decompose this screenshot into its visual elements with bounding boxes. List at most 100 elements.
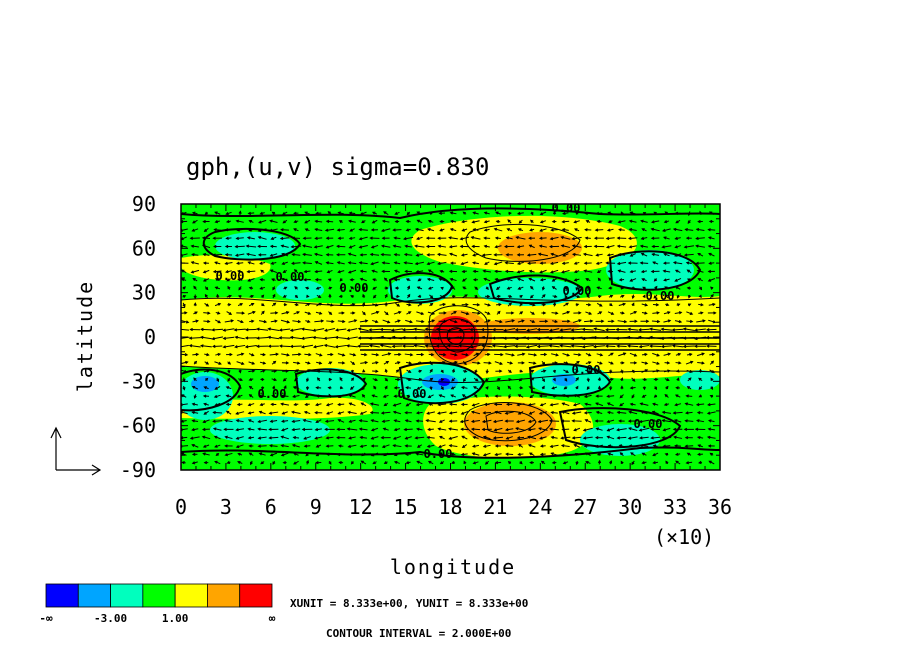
wind-vector-head <box>202 394 207 398</box>
wind-vector-head <box>629 211 633 215</box>
wind-vector-head <box>246 236 251 240</box>
wind-vector-head <box>427 452 432 456</box>
wind-vector-head <box>628 444 633 448</box>
wind-vector-head <box>617 252 622 257</box>
wind-vector <box>582 328 594 331</box>
wind-vector <box>663 353 671 356</box>
wind-vector-head <box>550 410 554 415</box>
wind-vector-head <box>472 435 476 440</box>
wind-vector-head <box>662 261 667 265</box>
wind-vector <box>360 278 367 282</box>
wind-vector-head <box>539 270 543 274</box>
wind-vector-head <box>463 460 467 464</box>
wind-vector <box>449 253 458 257</box>
wind-vector-head <box>552 210 557 215</box>
wind-vector <box>494 228 503 232</box>
wind-vector <box>359 320 368 323</box>
wind-vector-head <box>475 319 480 323</box>
wind-vector-head <box>600 319 605 323</box>
wind-vector-head <box>349 278 354 282</box>
wind-vector-head <box>435 344 440 348</box>
wind-vector-head <box>449 277 454 282</box>
wind-vector <box>213 411 223 414</box>
wind-vector-head <box>687 303 692 307</box>
wind-vector-head <box>463 369 468 373</box>
wind-vector-head <box>212 236 216 240</box>
wind-vector-head <box>425 244 430 249</box>
wind-vector-head <box>551 394 556 398</box>
wind-vector-head <box>337 411 341 415</box>
wind-vector-head <box>486 294 491 299</box>
wind-vector-head <box>325 403 330 407</box>
wind-vector-head <box>594 419 599 423</box>
wind-vector <box>450 403 457 406</box>
wind-vector-head <box>573 220 577 224</box>
wind-vector <box>360 410 367 415</box>
wind-vector <box>304 353 311 356</box>
wind-vector-head <box>213 435 218 439</box>
wind-vector-head <box>201 435 206 439</box>
wind-vector-head <box>443 311 447 315</box>
wind-vector <box>707 436 716 439</box>
wind-vector <box>652 312 659 314</box>
contour-label: 0.00 <box>276 270 305 284</box>
wind-vector-head <box>640 410 644 414</box>
wind-vector <box>337 320 345 323</box>
wind-vector-head <box>372 278 376 282</box>
wind-vector-head <box>267 327 271 331</box>
wind-vector <box>246 245 257 248</box>
wind-vector-head <box>542 361 546 366</box>
wind-vector-head <box>347 444 352 449</box>
wind-vector-head <box>289 344 294 349</box>
wind-vector <box>212 336 224 340</box>
wind-vector-head <box>325 219 330 224</box>
wind-vector-head <box>620 211 624 215</box>
wind-vector-head <box>631 369 635 374</box>
wind-vector-head <box>336 228 341 232</box>
wind-vector-head <box>188 344 193 348</box>
wind-vector-head <box>461 435 465 439</box>
wind-vector <box>303 253 312 256</box>
wind-vector <box>281 427 289 431</box>
wind-vector-head <box>447 328 451 332</box>
wind-vector <box>393 402 402 407</box>
wind-vector-head <box>247 436 252 440</box>
wind-vector <box>461 411 469 415</box>
wind-vector-head <box>248 444 252 448</box>
wind-vector-head <box>599 303 603 307</box>
wind-vector-head <box>628 245 633 249</box>
wind-vector-head <box>416 444 421 448</box>
wind-vector-head <box>392 244 397 248</box>
wind-vector-head <box>268 411 273 415</box>
wind-vector-head <box>259 211 264 215</box>
wind-vector <box>696 403 705 406</box>
wind-vector <box>405 245 412 248</box>
wind-vector <box>416 394 424 398</box>
wind-vector-head <box>438 435 443 439</box>
wind-vector-head <box>282 378 287 382</box>
wind-vector-head <box>193 395 197 399</box>
wind-vector-head <box>684 444 688 448</box>
wind-vector-head <box>461 444 466 448</box>
wind-vector <box>483 270 492 273</box>
wind-vector-head <box>327 278 332 282</box>
wind-vector-head <box>302 252 306 257</box>
wind-vector-head <box>663 252 667 257</box>
wind-vector-head <box>214 460 218 464</box>
wind-vector-head <box>539 278 544 282</box>
wind-vector-head <box>191 461 196 465</box>
wind-vector <box>393 411 402 415</box>
wind-vector-head <box>560 436 564 440</box>
wind-vector-head <box>191 419 195 423</box>
wind-vector-head <box>472 444 476 448</box>
wind-vector-head <box>697 219 701 224</box>
wind-vector-head <box>337 211 341 215</box>
x-tick-label: 6 <box>265 495 277 519</box>
wind-vector-head <box>609 294 614 298</box>
wind-vector-head <box>415 270 420 274</box>
wind-vector-head <box>549 237 554 241</box>
wind-vector <box>505 445 514 447</box>
wind-vector-head <box>584 228 588 232</box>
wind-vector <box>247 236 255 240</box>
wind-vector-head <box>471 403 476 407</box>
